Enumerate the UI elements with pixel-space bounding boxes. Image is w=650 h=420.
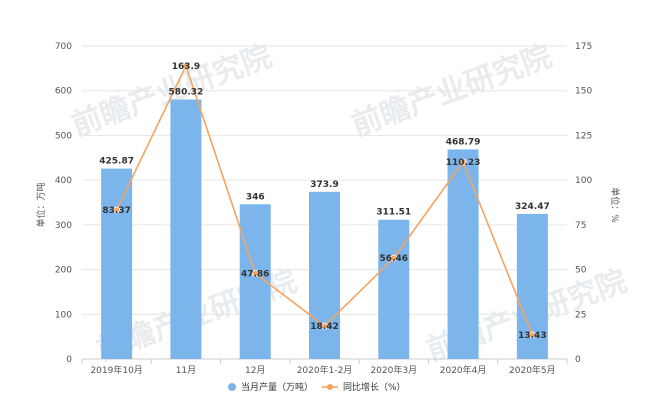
y-tick-label-right: 150 [575,87,592,97]
line-value-label: 83.37 [102,206,130,216]
x-tick-label: 2020年4月 [440,364,487,376]
line-series [113,62,536,339]
legend-bar-label: 当月产量（万吨） [241,381,313,393]
bar-value-label: 580.32 [169,88,204,98]
bar [101,168,133,359]
bar-value-label: 346 [246,192,265,202]
data-labels: 425.87 580.32 346 373.9 311.51 468.79 324.47 83… [99,62,549,341]
line-value-label: 110.23 [446,158,481,168]
bar [447,149,479,359]
y-axis-title-left: 单位：万吨 [35,182,47,227]
y-tick-label-left: 600 [55,87,72,97]
y-axis-title-right: 单位：% [609,187,621,223]
line-point [182,62,190,70]
line-point [390,254,398,262]
x-tick-label: 11月 [176,365,196,376]
y-tick-label-right: 50 [575,266,587,276]
line-value-label: 56.46 [380,254,408,264]
y-tick-label-right: 100 [575,176,592,186]
bar [170,99,202,360]
bar [378,219,410,359]
legend-bar-swatch [228,383,236,391]
bar-series [101,99,548,360]
x-tick-label: 12月 [245,365,265,376]
line-value-label: 18.42 [310,322,338,332]
bar [309,191,340,359]
bar-value-label: 468.79 [446,137,481,147]
y-tick-label-left: 100 [55,310,72,320]
y-tick-label-left: 200 [55,266,72,276]
y-tick-label-left: 0 [66,355,72,365]
bar-value-label: 425.87 [99,157,134,167]
axes: 0 0 100 25 200 50 300 75 400 100 500 125 600 150 700 17… [55,42,593,376]
line-point [528,331,536,339]
legend-line-marker [327,384,333,390]
x-tick-label: 2020年3月 [370,364,417,376]
y-tick-label-right: 125 [575,131,592,141]
y-tick-label-left: 500 [55,131,72,141]
line-point [459,158,467,166]
x-tick-label: 2020年5月 [509,364,556,376]
x-tick-label: 2020年1-2月 [297,364,353,376]
y-tick-label-left: 400 [55,176,72,186]
bar-value-label: 324.47 [515,202,550,212]
legend: 当月产量（万吨） 同比增长（%） [228,381,406,393]
line-point [251,269,259,277]
line-value-label: 47.86 [241,269,269,279]
y-tick-label-right: 0 [575,355,581,365]
y-tick-label-right: 175 [575,42,592,52]
y-tick-label-left: 300 [55,221,72,231]
line-point [321,322,328,330]
bar-value-label: 373.9 [310,180,338,190]
line-value-label: 13.43 [518,331,546,341]
x-tick-label: 2019年10月 [90,364,142,376]
bar-value-label: 311.51 [376,208,411,218]
line-point [113,206,121,214]
line-value-label: 163.9 [172,62,200,72]
y-tick-label-right: 25 [575,310,586,320]
y-tick-label-left: 700 [55,42,72,52]
legend-line-label: 同比增长（%） [343,381,406,393]
y-tick-label-right: 75 [575,221,586,231]
